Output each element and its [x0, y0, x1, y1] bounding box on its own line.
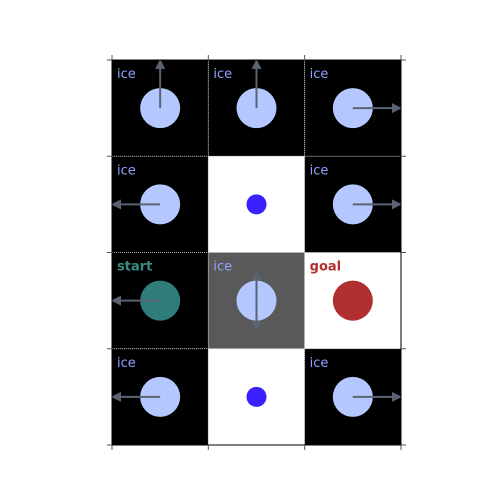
dot-marker: [246, 194, 267, 215]
cell-ice-r3c0[interactable]: ice: [111, 348, 209, 446]
cell-ice-r0c0[interactable]: ice: [111, 59, 209, 157]
cell-label: ice: [310, 67, 329, 82]
cell-ice-r1c2[interactable]: ice: [304, 155, 402, 253]
cell-label: goal: [310, 260, 341, 275]
cell-label: ice: [310, 163, 329, 178]
cell-label: ice: [117, 356, 136, 371]
cell-ice-r3c2[interactable]: ice: [304, 348, 402, 446]
cell-goal-r2c2[interactable]: goal: [304, 252, 402, 350]
axis-ticks: [107, 55, 406, 450]
dot-marker: [246, 386, 267, 407]
cell-ice-r1c0[interactable]: ice: [111, 155, 209, 253]
cell-empty-r3c1[interactable]: [207, 348, 306, 446]
cell-label: ice: [213, 67, 232, 82]
cell-label: start: [117, 260, 152, 275]
cell-empty-r1c1[interactable]: [207, 155, 306, 253]
cell-label: ice: [117, 163, 136, 178]
cell-ice-current-r2c1[interactable]: ice: [207, 252, 306, 350]
cell-label: ice: [117, 67, 136, 82]
goal-marker: [332, 280, 373, 321]
cell-ice-r0c2[interactable]: ice: [304, 59, 402, 157]
cell-start-r2c0[interactable]: start: [111, 252, 209, 350]
cell-ice-r0c1[interactable]: ice: [207, 59, 306, 157]
cell-label: ice: [310, 356, 329, 371]
cell-label: ice: [213, 260, 232, 275]
